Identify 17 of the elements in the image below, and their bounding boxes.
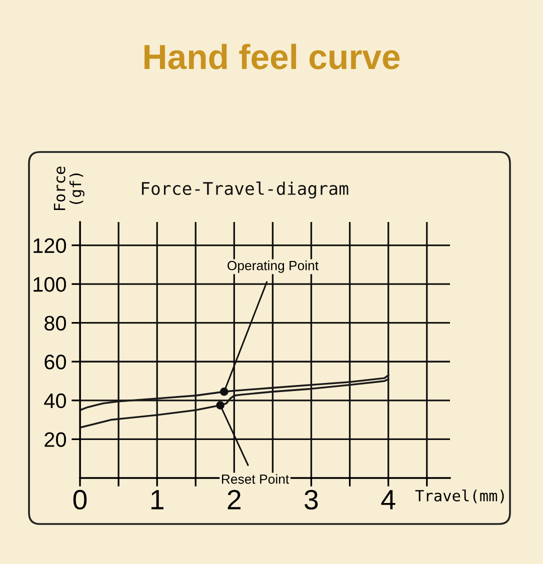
x-tick-label: 0: [73, 490, 87, 510]
x-tick-label: 2: [228, 490, 240, 510]
chart-title: Hand feel curve: [144, 44, 400, 70]
y-tick-label: 60: [44, 354, 66, 370]
y-tick-label: 120: [34, 238, 66, 254]
y-axis-title: Force (gf): [54, 166, 84, 210]
x-tick-label: 1: [151, 490, 164, 510]
y-tick-label: 40: [44, 393, 66, 408]
y-tick-label: 20: [44, 432, 66, 447]
y-tick-label: 100: [34, 277, 66, 292]
x-axis-title: Travel(mm): [415, 490, 504, 504]
annotation: Reset Point: [222, 474, 290, 484]
chart-subtitle: Force-Travel-diagram: [142, 181, 348, 199]
x-tick-label: 4: [381, 490, 396, 510]
y-tick-label: 80: [44, 316, 66, 331]
annotation: Operating Point: [228, 260, 319, 273]
x-tick-label: 3: [304, 490, 318, 510]
